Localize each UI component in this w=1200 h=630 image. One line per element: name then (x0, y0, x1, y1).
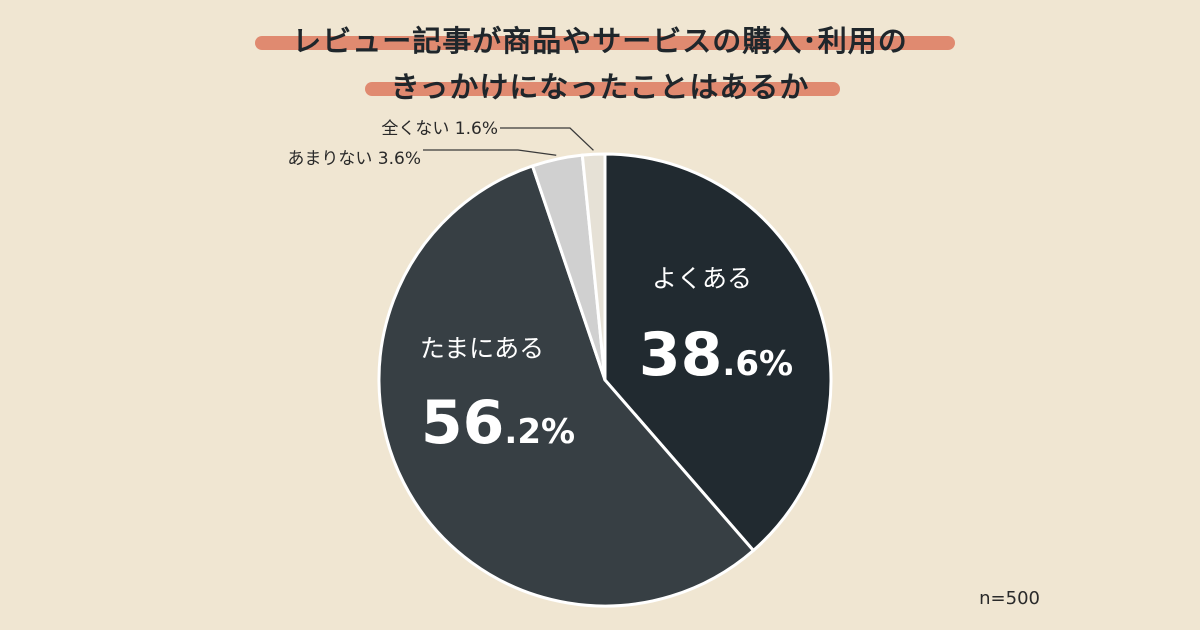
pie-slice-1 (603, 152, 833, 552)
title-underline-2 (365, 82, 840, 96)
callout-label-1: 全くない 1.6% (381, 119, 498, 139)
pie-slice-4 (580, 152, 607, 382)
slice-label-1: よくある (652, 264, 752, 293)
sample-size-note: n=500 (979, 588, 1040, 609)
slice-value-1: 38.6% (639, 320, 793, 390)
chart-title-line-2: きっかけになったことはあるか (0, 64, 1200, 106)
callout-line-1 (500, 127, 594, 151)
title-line-2-text: きっかけになったことはあるか (390, 70, 810, 104)
pie-slice-2 (377, 164, 755, 608)
title-underline-1 (255, 36, 955, 50)
callout-line-2 (423, 149, 557, 156)
slice-value-2: 56.2% (421, 388, 575, 458)
callout-label-2: あまりない 3.6% (287, 149, 421, 169)
chart-title-line-1: レビュー記事が商品やサービスの購入･利用の (0, 18, 1200, 60)
slice-label-2: たまにある (420, 334, 544, 363)
title-line-1-text: レビュー記事が商品やサービスの購入･利用の (292, 24, 908, 58)
